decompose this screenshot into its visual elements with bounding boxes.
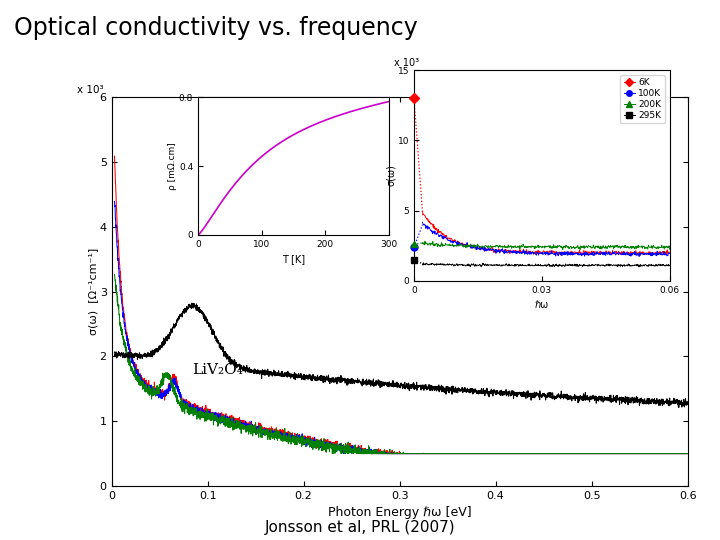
Y-axis label: σ(ω)  [Ω⁻¹cm⁻¹]: σ(ω) [Ω⁻¹cm⁻¹] bbox=[89, 248, 98, 335]
Text: Optical conductivity vs. frequency: Optical conductivity vs. frequency bbox=[14, 16, 418, 40]
Text: x 10³: x 10³ bbox=[394, 58, 418, 68]
Text: Jonsson et al, PRL (2007): Jonsson et al, PRL (2007) bbox=[265, 519, 455, 535]
X-axis label: T [K]: T [K] bbox=[282, 254, 305, 264]
X-axis label: ℏω: ℏω bbox=[535, 300, 549, 310]
X-axis label: Photon Energy ℏω [eV]: Photon Energy ℏω [eV] bbox=[328, 507, 472, 519]
Y-axis label: σ(ω): σ(ω) bbox=[386, 165, 396, 186]
Legend: 6K, 100K, 200K, 295K: 6K, 100K, 200K, 295K bbox=[621, 75, 665, 123]
Text: LiV₂O₄: LiV₂O₄ bbox=[192, 363, 243, 377]
Y-axis label: ρ [mΩ.cm]: ρ [mΩ.cm] bbox=[168, 142, 177, 190]
Text: x 10³: x 10³ bbox=[77, 85, 104, 96]
